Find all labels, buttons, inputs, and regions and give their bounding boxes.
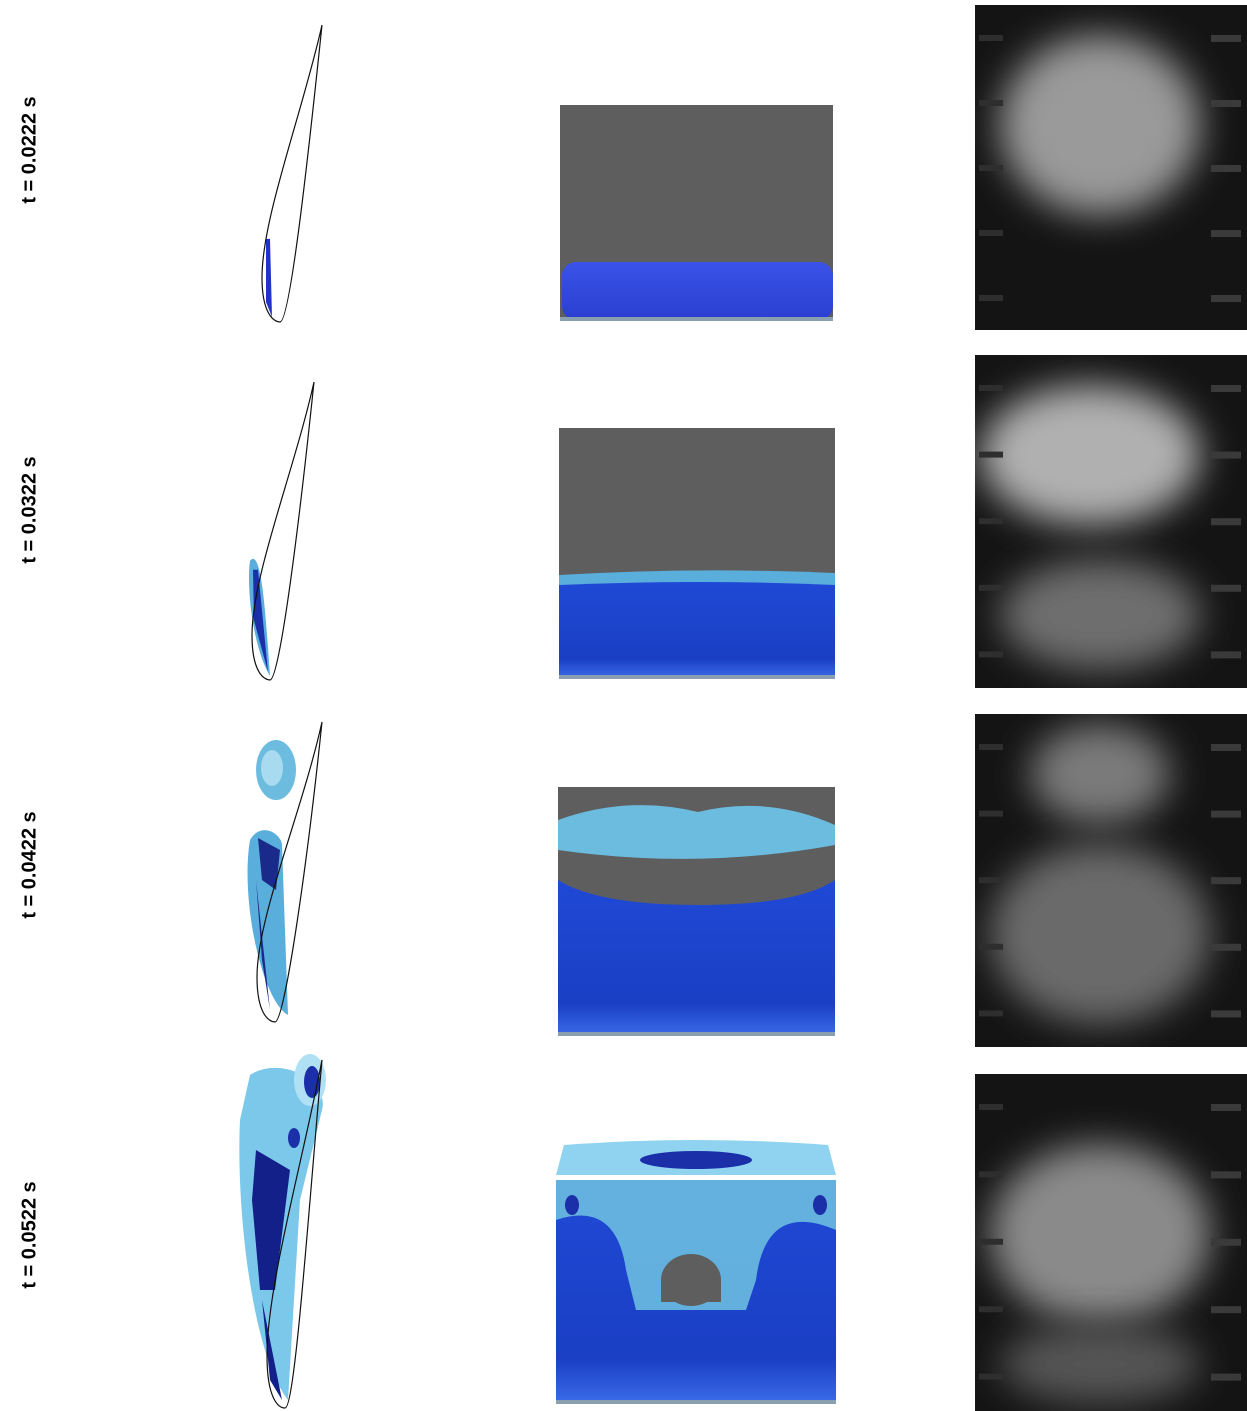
rig-bolt: [1211, 1171, 1241, 1178]
rig-bolt: [1211, 518, 1241, 525]
photo: [975, 5, 1247, 330]
rig-bolt: [1211, 100, 1241, 107]
cavity-cloud: [980, 385, 1200, 525]
rig-bolt: [979, 230, 1003, 236]
cavity-top: [559, 582, 835, 678]
cavity-cloud: [1000, 560, 1200, 670]
shed-core: [288, 1128, 300, 1148]
rig-bolt: [979, 295, 1003, 301]
rig-bolt: [1211, 1374, 1241, 1381]
rig-bolt: [1211, 230, 1241, 237]
shed-core: [813, 1195, 827, 1215]
row-label: t = 0.0222 s: [18, 96, 40, 203]
rig-bolt: [1211, 944, 1241, 951]
figure: t = 0.0222 s t = 0.0322 s t = 0.0422 s t = …: [0, 0, 1247, 1411]
cavity-cloud: [990, 1144, 1210, 1324]
rig-bolt: [979, 944, 1003, 950]
cavity-cloud: [990, 844, 1210, 1024]
cavity-top: [562, 262, 833, 320]
rig-bolt: [1211, 1306, 1241, 1313]
rig-bolt: [979, 1374, 1003, 1380]
rig-bolt: [979, 165, 1003, 171]
rig-bolt: [979, 1010, 1003, 1016]
rig-bolt: [1211, 811, 1241, 818]
rig-bolt: [1211, 295, 1241, 302]
row-label: t = 0.0322 s: [18, 456, 40, 563]
rig-bolt: [979, 1104, 1003, 1110]
rig-bolt: [1211, 585, 1241, 592]
rig-bolt: [979, 385, 1003, 391]
wall: [558, 1032, 835, 1036]
rig-bolt: [1211, 651, 1241, 658]
rig-bolt: [979, 877, 1003, 883]
rig-bolt: [979, 744, 1003, 750]
row: t = 0.0222 s: [18, 5, 1247, 330]
rig-bolt: [1211, 877, 1241, 884]
rig-bolt: [979, 35, 1003, 41]
row-label: t = 0.0522 s: [18, 1181, 40, 1288]
row: t = 0.0322 s: [18, 355, 1247, 688]
wall: [559, 675, 835, 679]
hydrofoil: [262, 25, 322, 322]
shed-core: [640, 1151, 752, 1169]
photo: [975, 714, 1247, 1047]
cavity-cloud: [1030, 724, 1170, 824]
wall: [556, 1400, 836, 1404]
rig-bolt: [1211, 165, 1241, 172]
rig-bolt: [1211, 1104, 1241, 1111]
shed-band: [558, 805, 835, 859]
shed-cloud-inner: [261, 750, 283, 786]
rig-bolt: [979, 518, 1003, 524]
rig-bolt: [979, 1239, 1003, 1245]
gap: [661, 1280, 721, 1302]
rig-bolt: [979, 1306, 1003, 1312]
wall: [560, 317, 833, 321]
rig-bolt: [1211, 452, 1241, 459]
rig-bolt: [1211, 35, 1241, 42]
rig-bolt: [1211, 1239, 1241, 1246]
photo: [975, 355, 1247, 688]
row: t = 0.0422 s: [18, 714, 1247, 1047]
rig-bolt: [979, 100, 1003, 106]
cavity: [266, 239, 272, 317]
rig-bolt: [979, 585, 1003, 591]
rig-bolt: [979, 1171, 1003, 1177]
cavity-cloud: [1000, 35, 1200, 215]
rig-bolt: [1211, 744, 1241, 751]
cavity-cloud: [1000, 1324, 1200, 1404]
row-label: t = 0.0422 s: [18, 811, 40, 918]
rig-bolt: [1211, 385, 1241, 392]
rig-bolt: [979, 811, 1003, 817]
photo: [975, 1074, 1247, 1411]
rig-bolt: [979, 452, 1003, 458]
row: t = 0.0522 s: [18, 1054, 1247, 1411]
rig-bolt: [1211, 1010, 1241, 1017]
shed-core: [565, 1195, 579, 1215]
rig-bolt: [979, 651, 1003, 657]
